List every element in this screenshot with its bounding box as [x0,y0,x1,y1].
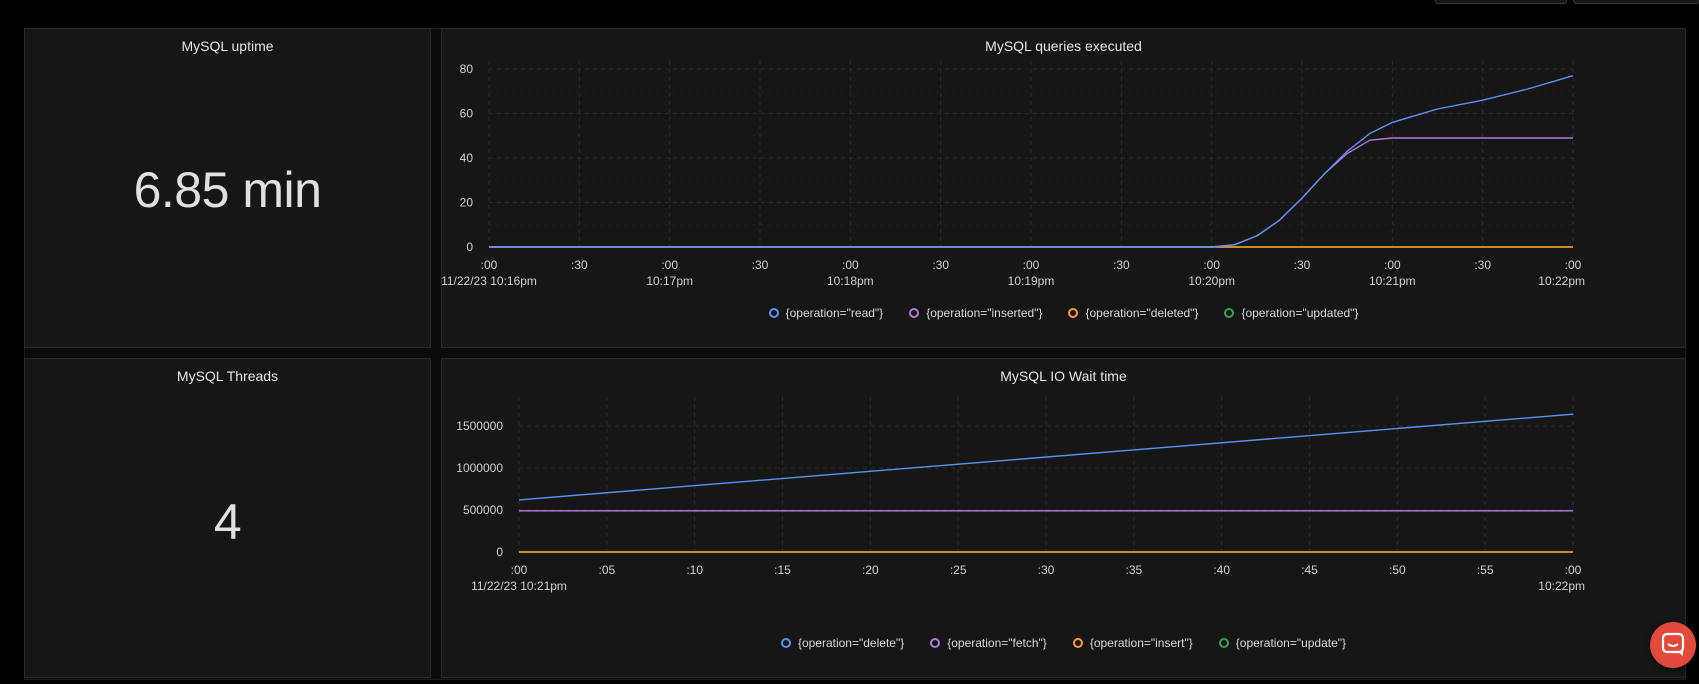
chat-launcher-button[interactable] [1650,622,1696,668]
y-tick-label: 0 [496,545,503,559]
x-tick-label: :20 [862,563,879,577]
legend-label: {operation="inserted"} [926,306,1043,320]
queries-legend: {operation="read"} {operation="inserted"}… [442,306,1685,320]
x-tick-label: :30 [1294,258,1311,272]
x-tick-label: :45 [1301,563,1318,577]
x-tick-label: :00 [511,563,528,577]
legend-label: {operation="update"} [1235,636,1347,650]
x-tick-label: :25 [950,563,967,577]
legend-item[interactable]: {operation="fetch"} [930,636,1047,650]
legend-label: {operation="fetch"} [947,636,1047,650]
x-tick-date-label: 10:22pm [1538,274,1585,288]
x-tick-date-label: 10:21pm [1369,274,1416,288]
x-tick-date-label: 10:17pm [646,274,693,288]
legend-item[interactable]: {operation="updated"} [1224,306,1358,320]
series-line[interactable] [518,413,1574,501]
x-tick-date-label: 11/22/23 10:16pm [442,274,537,288]
iowait-chart[interactable]: 0 500000 1000000 1500000 :00 11/22/23 10:21pm… [442,389,1687,669]
queries-chart[interactable]: 0 20 40 60 80 :00 11/22/23 10:16pm :30 :00 10:17p… [442,59,1687,339]
x-tick-label: :10 [686,563,703,577]
x-tick-label: :40 [1213,563,1230,577]
x-tick-label: :00 [1565,563,1582,577]
x-tick-label: :00 [1023,258,1040,272]
x-tick-label: :30 [1113,258,1130,272]
x-tick-date-label: 10:18pm [827,274,874,288]
y-tick-label: 0 [466,240,473,254]
legend-label: {operation="delete"} [797,636,905,650]
y-tick-label: 40 [460,151,474,165]
series-line[interactable] [489,75,1574,248]
iowait-panel-title: MySQL IO Wait time [1000,368,1127,384]
top-toolbar-button-2[interactable] [1573,0,1699,4]
x-tick-date-label: 11/22/23 10:21pm [471,579,567,593]
legend-marker-icon [1072,638,1083,648]
uptime-value: 6.85 min [133,162,322,218]
x-tick-label: :30 [752,258,769,272]
legend-label: {operation="insert"} [1089,636,1193,650]
legend-item[interactable]: {operation="update"} [1218,636,1347,650]
uptime-panel-title: MySQL uptime [181,38,274,54]
y-tick-label: 1000000 [456,461,503,475]
queries-panel[interactable]: MySQL queries executed 0 20 40 60 80 :00 11/22… [441,28,1686,348]
legend-item[interactable]: {operation="insert"} [1072,636,1193,650]
iowait-panel[interactable]: MySQL IO Wait time 0 500000 1000000 1500000… [441,358,1686,678]
threads-panel-title: MySQL Threads [176,368,279,384]
x-tick-date-label: 10:20pm [1188,274,1235,288]
legend-marker-icon [909,308,920,318]
uptime-panel[interactable]: MySQL uptime 6.85 min [24,28,431,348]
y-tick-label: 60 [460,107,474,121]
legend-label: {operation="read"} [785,306,884,320]
x-tick-label: :00 [842,258,859,272]
y-tick-label: 500000 [463,503,503,517]
x-tick-date-label: 10:19pm [1008,274,1055,288]
threads-panel[interactable]: MySQL Threads 4 [24,358,431,678]
legend-label: {operation="deleted"} [1085,306,1199,320]
x-tick-label: :30 [932,258,949,272]
x-tick-label: :30 [571,258,588,272]
legend-marker-icon [768,308,779,318]
x-tick-label: :30 [1038,563,1055,577]
legend-label: {operation="updated"} [1241,306,1359,320]
legend-marker-icon [780,638,791,648]
x-tick-label: :15 [774,563,791,577]
legend-marker-icon [1224,308,1235,318]
y-tick-label: 1500000 [456,419,503,433]
legend-item[interactable]: {operation="inserted"} [909,306,1042,320]
queries-panel-title: MySQL queries executed [985,38,1142,54]
iowait-legend: {operation="delete"} {operation="fetch"} {… [442,636,1685,650]
x-tick-label: :55 [1477,563,1494,577]
x-tick-label: :00 [1384,258,1401,272]
x-tick-label: :30 [1474,258,1491,272]
legend-marker-icon [1218,638,1229,648]
x-tick-label: :35 [1125,563,1142,577]
y-tick-label: 20 [460,196,474,210]
x-tick-date-label: 10:22pm [1538,579,1585,593]
legend-item[interactable]: {operation="read"} [768,306,884,320]
x-tick-label: :00 [1203,258,1220,272]
x-tick-label: :05 [598,563,615,577]
legend-marker-icon [930,638,941,648]
legend-marker-icon [1068,308,1079,318]
legend-item[interactable]: {operation="delete"} [780,636,905,650]
x-tick-label: :00 [661,258,678,272]
legend-item[interactable]: {operation="deleted"} [1068,306,1198,320]
x-tick-label: :00 [481,258,498,272]
x-tick-label: :00 [1565,258,1582,272]
top-toolbar-button-1[interactable] [1435,0,1567,4]
x-tick-label: :50 [1389,563,1406,577]
y-tick-label: 80 [460,62,474,76]
chat-icon [1661,632,1685,656]
threads-value: 4 [213,494,242,550]
